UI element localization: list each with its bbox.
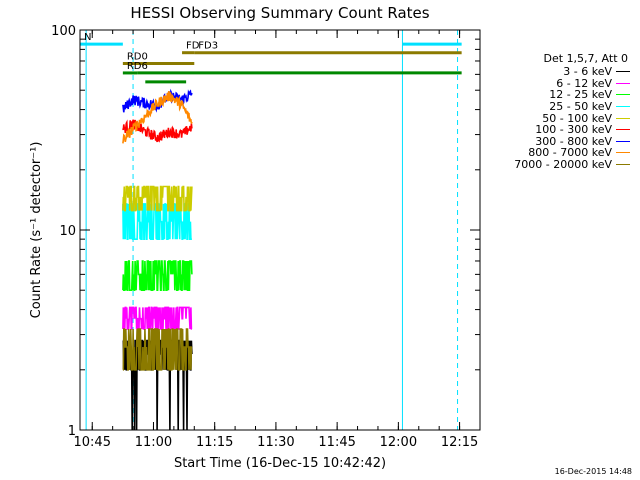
legend-swatch [616, 129, 630, 131]
x-tick-label-1: 11:00 [135, 435, 172, 450]
x-tick-label-2: 11:15 [196, 435, 233, 450]
legend-swatch [616, 82, 630, 84]
legend-swatch [616, 106, 630, 108]
y-tick-label-0: 1 [68, 424, 76, 439]
legend: Det 1,5,7, Att 0 3 - 6 keV 6 - 12 keV 12 -… [500, 52, 630, 172]
x-tick-label-4: 11:45 [318, 435, 355, 450]
legend-item: 50 - 100 keV [500, 111, 630, 125]
series-6 [122, 88, 193, 113]
legend-swatch [616, 140, 630, 142]
legend-item-label: 6 - 12 keV [556, 76, 612, 90]
legend-item: 3 - 6 keV [500, 65, 630, 79]
legend-swatch [616, 164, 630, 166]
state-bar-label-3: FD3 [198, 41, 218, 52]
legend-item: 300 - 800 keV [500, 134, 630, 148]
series-1 [122, 306, 193, 330]
legend-item: 7000 - 20000 keV [500, 158, 630, 172]
legend-item-label: 50 - 100 keV [542, 111, 612, 125]
series-2 [122, 260, 193, 291]
x-tick-label-6: 12:15 [441, 435, 478, 450]
y-axis-label: Count Rate (s⁻¹ detector⁻¹) [29, 142, 44, 319]
state-bar-label-4: RD0 [127, 51, 148, 62]
legend-item-label: 3 - 6 keV [563, 65, 612, 79]
legend-rows: 3 - 6 keV 6 - 12 keV 12 - 25 keV 25 - 50 ke… [500, 65, 630, 172]
legend-item: 100 - 300 keV [500, 123, 630, 137]
legend-item-label: 300 - 800 keV [535, 134, 612, 148]
x-tick-label-0: 10:45 [74, 435, 111, 450]
legend-item: 25 - 50 keV [500, 100, 630, 114]
legend-swatch [616, 71, 630, 73]
y-tick-label-2: 100 [51, 24, 76, 39]
state-bar-label-2: FD [186, 41, 200, 52]
legend-swatch [616, 152, 630, 154]
legend-swatch [616, 94, 630, 96]
legend-item-label: 12 - 25 keV [549, 88, 612, 102]
legend-header: Det 1,5,7, Att 0 [543, 52, 628, 65]
legend-item: 800 - 7000 keV [500, 146, 630, 160]
footer-timestamp: 16-Dec-2015 14:48 [554, 467, 632, 476]
legend-item: 6 - 12 keV [500, 76, 630, 90]
state-bar-label-0: N [84, 32, 91, 43]
chart-title: HESSI Observing Summary Count Rates [130, 4, 429, 22]
x-axis-label: Start Time (16-Dec-15 10:42:42) [174, 456, 386, 471]
legend-item-label: 25 - 50 keV [549, 100, 612, 114]
state-bar-label-5: RD6 [127, 61, 148, 72]
series-8 [122, 328, 193, 371]
x-tick-label-5: 12:00 [380, 435, 417, 450]
legend-item-label: 800 - 7000 keV [528, 146, 612, 160]
x-tick-label-3: 11:30 [257, 435, 294, 450]
series-7 [122, 90, 193, 144]
legend-item-label: 7000 - 20000 keV [514, 158, 612, 172]
y-tick-label-1: 10 [59, 224, 76, 239]
series-4 [122, 185, 193, 212]
legend-item-label: 100 - 300 keV [535, 123, 612, 137]
legend-item: 12 - 25 keV [500, 88, 630, 102]
legend-swatch [616, 117, 630, 119]
